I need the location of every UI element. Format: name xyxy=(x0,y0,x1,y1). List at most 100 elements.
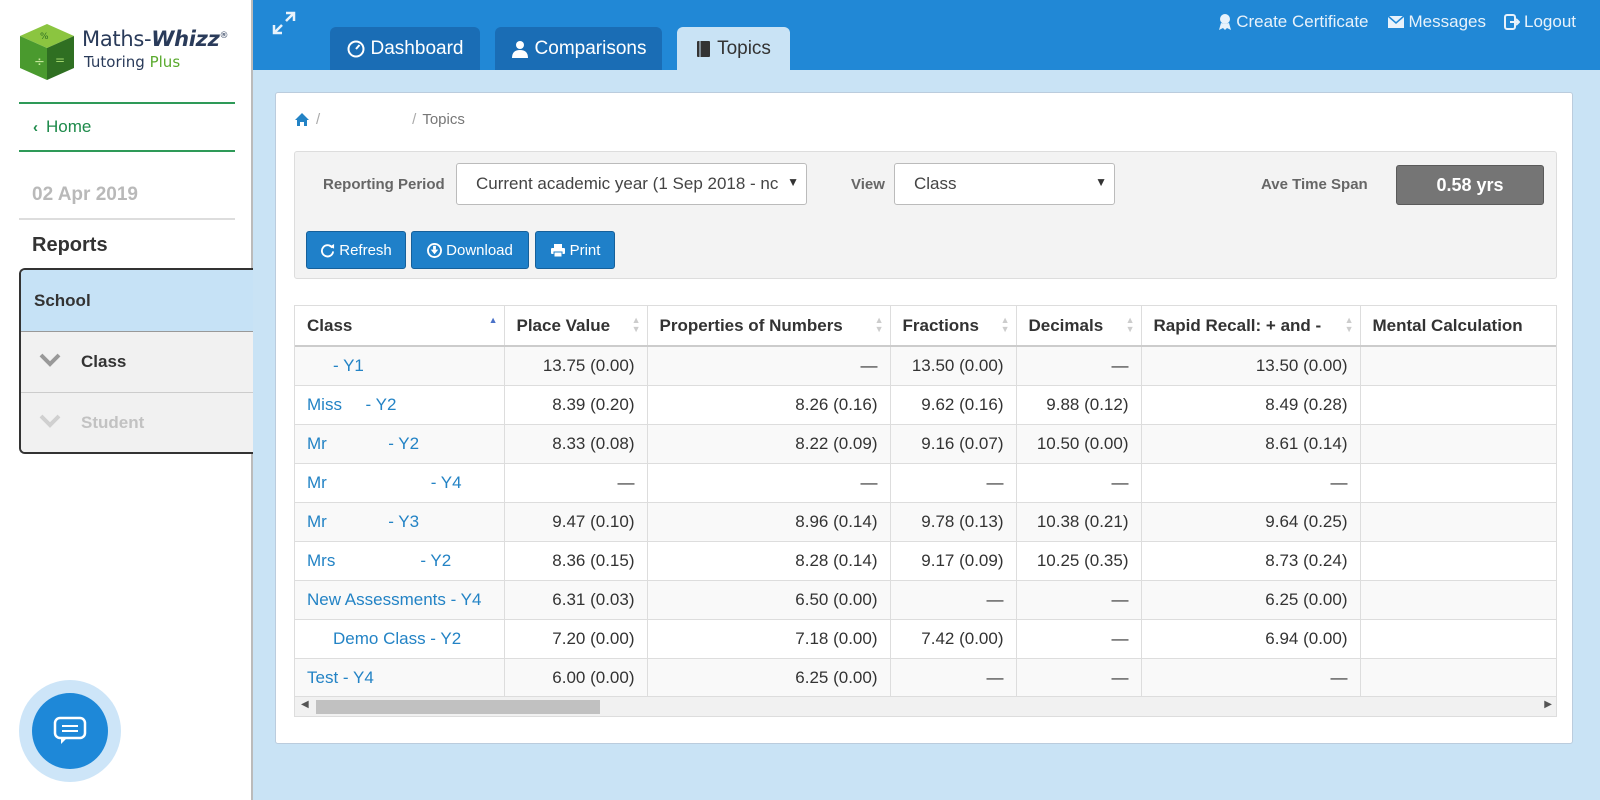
printer-icon xyxy=(550,243,565,257)
top-links: Create Certificate Messages Logout xyxy=(1218,12,1576,32)
sort-icon: ▲ ▼ xyxy=(1344,315,1354,334)
view-label: View xyxy=(851,176,885,193)
class-name-link[interactable]: Mr - Y3 xyxy=(295,502,505,542)
menu-item-school[interactable]: School xyxy=(21,270,253,332)
create-certificate-link[interactable]: Create Certificate xyxy=(1218,12,1369,32)
horizontal-scrollbar[interactable]: ◀ ▶ xyxy=(295,696,1556,716)
class-name-link[interactable]: Miss - Y2 xyxy=(295,385,505,425)
menu-item-class-label: Class xyxy=(81,352,127,371)
divider xyxy=(19,218,235,220)
class-name-link[interactable]: - Y1 xyxy=(295,346,505,386)
table-cell: 8.22 (0.09) xyxy=(647,424,891,464)
menu-item-student-label: Student xyxy=(81,413,145,432)
tab-comparisons[interactable]: Comparisons xyxy=(495,27,662,70)
create-certificate-label: Create Certificate xyxy=(1236,12,1369,31)
chat-button[interactable] xyxy=(32,693,108,769)
view-select[interactable]: Class ▼ xyxy=(894,163,1115,205)
download-button[interactable]: Download xyxy=(411,231,529,269)
dashboard-gauge-icon xyxy=(347,40,365,57)
table-cell: 8.73 (0.24) xyxy=(1141,541,1361,581)
table-cell: 8.96 (0.14) xyxy=(647,502,891,542)
logo-sub-accent: Plus xyxy=(149,53,181,71)
table-cell: — xyxy=(1016,463,1142,503)
sort-icon: ▲ ▼ xyxy=(1000,315,1010,334)
column-header[interactable]: Mental Calculation xyxy=(1360,306,1556,347)
menu-item-class[interactable]: Class xyxy=(21,332,253,393)
table-header-row: Class ▲ ▼ Place Value ▲ ▼ Properties of Number… xyxy=(295,306,1556,347)
table-cell: 7.20 (0.00) xyxy=(504,619,648,659)
home-link[interactable]: ‹ Home xyxy=(19,102,235,152)
menu-item-student[interactable]: Student xyxy=(21,393,253,452)
class-name-link[interactable]: Mr - Y4 xyxy=(295,463,505,503)
sort-icon: ▲ ▼ xyxy=(1125,315,1135,334)
download-label: Download xyxy=(446,241,513,259)
logout-icon xyxy=(1504,14,1520,30)
table-cell: 9.47 (0.10) xyxy=(504,502,648,542)
column-header[interactable]: Decimals ▲ ▼ xyxy=(1016,306,1142,347)
table-cell: 9.16 (0.07) xyxy=(890,424,1017,464)
class-name-link[interactable]: Test - Y4 xyxy=(295,658,505,698)
table-cell xyxy=(1360,541,1556,581)
sort-icon: ▲ ▼ xyxy=(631,315,641,334)
table-cell: 6.94 (0.00) xyxy=(1141,619,1361,659)
main-area: Dashboard Comparisons Topics Create Cert… xyxy=(253,0,1600,800)
table-cell: 9.62 (0.16) xyxy=(890,385,1017,425)
ave-time-span-label: Ave Time Span xyxy=(1261,176,1368,193)
expand-icon[interactable] xyxy=(271,10,297,42)
column-header-label: Place Value xyxy=(516,315,611,335)
cube-logo-icon: ÷ = % xyxy=(20,24,74,80)
table-cell: — xyxy=(1016,658,1142,698)
print-label: Print xyxy=(569,241,601,259)
dropdown-arrow-icon: ▼ xyxy=(1095,175,1107,189)
refresh-button[interactable]: Refresh xyxy=(306,231,406,269)
column-header[interactable]: Properties of Numbers ▲ ▼ xyxy=(647,306,891,347)
current-date: 02 Apr 2019 xyxy=(32,184,138,205)
table-cell: — xyxy=(1016,619,1142,659)
table-cell: 8.33 (0.08) xyxy=(504,424,648,464)
topics-table: Class ▲ ▼ Place Value ▲ ▼ Properties of Number… xyxy=(295,306,1556,698)
reporting-period-select[interactable]: Current academic year (1 Sep 2018 - nc ▼ xyxy=(456,163,807,205)
table-cell: — xyxy=(647,463,891,503)
table-cell: 9.64 (0.25) xyxy=(1141,502,1361,542)
tab-topics[interactable]: Topics xyxy=(677,27,790,70)
column-header-label: Mental Calculation xyxy=(1372,315,1523,335)
tab-dashboard[interactable]: Dashboard xyxy=(330,27,480,70)
filter-bar: Reporting Period Current academic year (… xyxy=(294,151,1557,279)
scroll-left-arrow-icon[interactable]: ◀ xyxy=(301,699,309,710)
scrollbar-thumb[interactable] xyxy=(316,700,600,714)
print-button[interactable]: Print xyxy=(535,231,615,269)
class-name-link[interactable]: New Assessments - Y4 xyxy=(295,580,505,620)
home-icon[interactable] xyxy=(294,112,310,127)
table-cell xyxy=(1360,619,1556,659)
column-header[interactable]: Rapid Recall: + and - ▲ ▼ xyxy=(1141,306,1361,347)
sort-icon: ▲ ▼ xyxy=(874,315,884,334)
chat-bubble-icon xyxy=(53,716,87,744)
table-cell xyxy=(1360,424,1556,464)
table-row: - Y1 13.75 (0.00) —13.50 (0.00) —13.50 (0.0… xyxy=(295,346,1556,386)
table-row: Mr - Y2 8.33 (0.08) 8.22 (0.09) 9.16 (0.07)… xyxy=(295,424,1556,464)
table-cell: 8.39 (0.20) xyxy=(504,385,648,425)
messages-link[interactable]: Messages xyxy=(1387,12,1486,32)
table-cell: 13.50 (0.00) xyxy=(890,346,1017,386)
class-name-link[interactable]: Mr - Y2 xyxy=(295,424,505,464)
table-cell: 9.88 (0.12) xyxy=(1016,385,1142,425)
column-header[interactable]: Fractions ▲ ▼ xyxy=(890,306,1017,347)
column-header-label: Fractions xyxy=(902,315,980,335)
class-name-link[interactable]: Mrs - Y2 xyxy=(295,541,505,581)
column-header[interactable]: Place Value ▲ ▼ xyxy=(504,306,648,347)
breadcrumb: / / Topics xyxy=(294,111,465,128)
column-header-label: Rapid Recall: + and - xyxy=(1153,315,1322,335)
logout-link[interactable]: Logout xyxy=(1504,12,1576,32)
table-cell: 8.61 (0.14) xyxy=(1141,424,1361,464)
home-label: Home xyxy=(46,117,92,136)
table-cell: — xyxy=(890,463,1017,503)
column-header[interactable]: Class ▲ ▼ xyxy=(295,306,505,347)
maths-whizz-logo[interactable]: ÷ = % Maths-Whizz® Tutoring Plus xyxy=(18,22,248,86)
table-cell xyxy=(1360,463,1556,503)
logo-text: Maths-Whizz® Tutoring Plus xyxy=(82,27,229,71)
scroll-right-arrow-icon[interactable]: ▶ xyxy=(1544,699,1552,710)
table-cell xyxy=(1360,346,1556,386)
breadcrumb-separator: / xyxy=(316,111,321,128)
class-name-link[interactable]: Demo Class - Y2 xyxy=(295,619,505,659)
table-cell: 8.36 (0.15) xyxy=(504,541,648,581)
